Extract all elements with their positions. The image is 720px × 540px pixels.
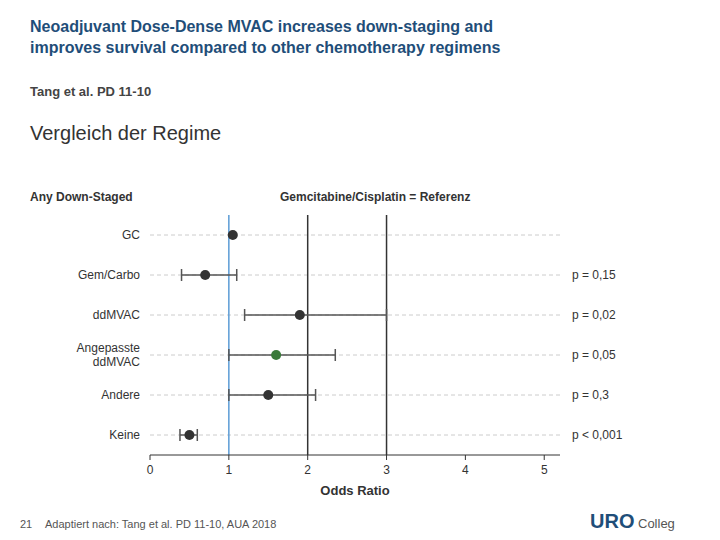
annotation: Colleg (638, 516, 675, 531)
confidence-interval (180, 429, 197, 441)
background (0, 0, 720, 540)
confidence-interval (245, 309, 387, 321)
point (263, 390, 273, 400)
tick-label: 4 (462, 463, 469, 477)
tick-label: 1 (226, 463, 233, 477)
tick-label: 0 (147, 463, 154, 477)
reference-line (386, 215, 388, 455)
grid-line (150, 395, 560, 396)
category-label: ddMVAC (93, 308, 140, 322)
category-label: Keine (109, 428, 140, 442)
tick (228, 455, 229, 460)
chart: Neoadjuvant Dose-Dense MVAC increases do… (0, 0, 720, 540)
x-axis-label: Odds Ratio (320, 483, 389, 498)
point (271, 350, 281, 360)
annotation: 21 (20, 518, 32, 530)
category-label: AngepassteddMVAC (77, 341, 141, 369)
point (228, 230, 238, 240)
reference-line (228, 215, 230, 455)
tick (150, 455, 151, 460)
category-label: Gem/Carbo (78, 268, 140, 282)
subtitle: Vergleich der Regime (30, 122, 221, 144)
p-value: p = 0,05 (572, 348, 616, 362)
tick (386, 455, 387, 460)
p-value: p = 0,15 (572, 268, 616, 282)
reference-line (307, 215, 309, 455)
title: Neoadjuvant Dose-Dense MVAC increases do… (30, 18, 500, 56)
x-axis (150, 455, 560, 456)
confidence-interval (229, 389, 316, 401)
tick-label: 3 (383, 463, 390, 477)
confidence-interval (229, 349, 335, 361)
annotation: Tang et al. PD 11-10 (30, 84, 151, 99)
annotation: Any Down-Staged (30, 190, 133, 204)
category-label: GC (122, 228, 140, 242)
grid-line (150, 355, 560, 356)
annotation: Gemcitabine/Cisplatin = Referenz (280, 190, 470, 204)
p-value: p < 0,001 (572, 428, 623, 442)
grid-line (150, 435, 560, 436)
p-value: p = 0,3 (572, 388, 609, 402)
confidence-interval (182, 269, 237, 281)
point (184, 430, 194, 440)
tick (307, 455, 308, 460)
plot-area (180, 215, 387, 455)
tick (465, 455, 466, 460)
annotation: Adaptiert nach: Tang et al. PD 11-10, AU… (45, 518, 276, 530)
grid-line (150, 235, 560, 236)
tick-label: 5 (541, 463, 548, 477)
annotation: URO (590, 510, 634, 532)
tick-label: 2 (304, 463, 311, 477)
tick (544, 455, 545, 460)
p-value: p = 0,02 (572, 308, 616, 322)
point (200, 270, 210, 280)
category-label: Andere (101, 388, 140, 402)
point (295, 310, 305, 320)
